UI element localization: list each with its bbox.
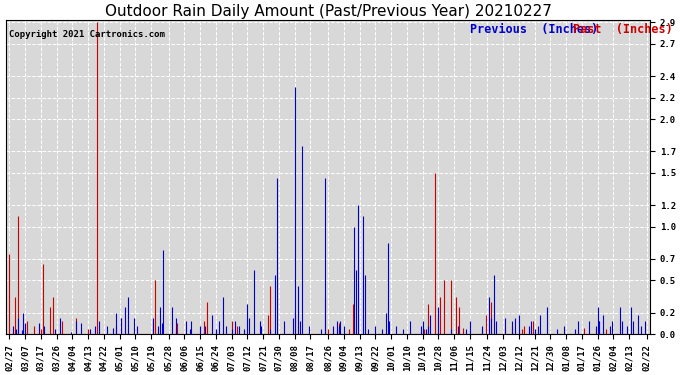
- Text: Past  (Inches): Past (Inches): [573, 24, 673, 36]
- Text: Previous  (Inches): Previous (Inches): [470, 24, 598, 36]
- Text: Copyright 2021 Cartronics.com: Copyright 2021 Cartronics.com: [9, 30, 165, 39]
- Title: Outdoor Rain Daily Amount (Past/Previous Year) 20210227: Outdoor Rain Daily Amount (Past/Previous…: [105, 4, 551, 19]
